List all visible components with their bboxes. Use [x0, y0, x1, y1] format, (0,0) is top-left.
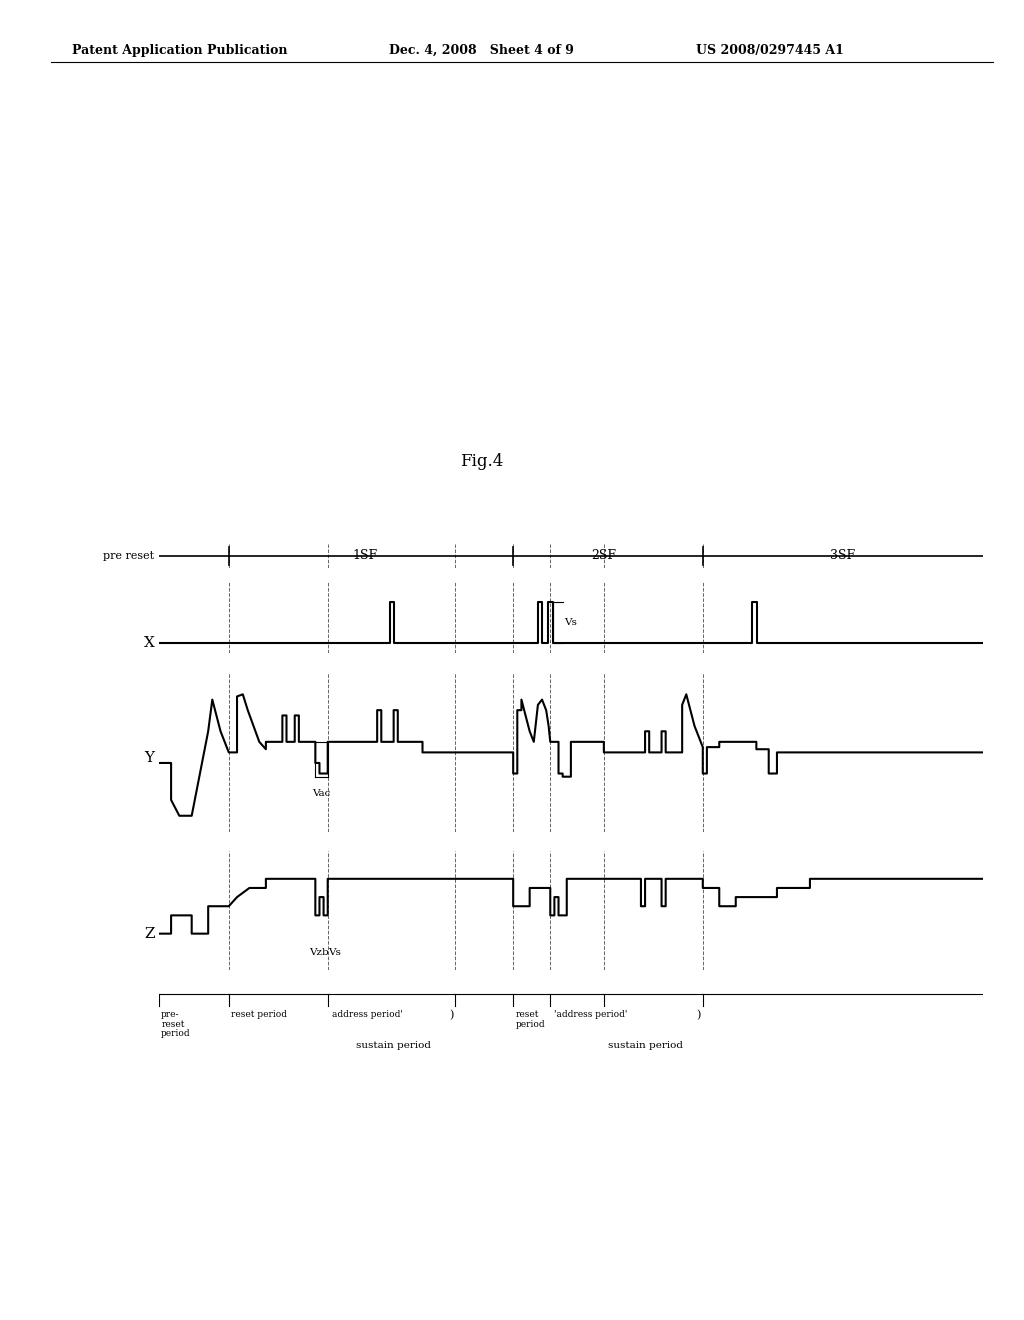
Text: Vzb: Vzb: [309, 948, 330, 957]
Text: sustain period: sustain period: [607, 1040, 683, 1049]
Text: reset
period: reset period: [516, 1010, 545, 1028]
Text: 2SF: 2SF: [591, 549, 616, 562]
Text: Vs: Vs: [564, 618, 578, 627]
Text: reset period: reset period: [231, 1010, 288, 1019]
Text: Dec. 4, 2008   Sheet 4 of 9: Dec. 4, 2008 Sheet 4 of 9: [389, 44, 574, 57]
Text: Z: Z: [144, 927, 155, 941]
Text: address period': address period': [332, 1010, 402, 1019]
Text: Fig.4: Fig.4: [460, 454, 503, 470]
Text: 'address period': 'address period': [554, 1010, 628, 1019]
Text: ): ): [450, 1010, 454, 1020]
Text: Vs: Vs: [328, 948, 341, 957]
Text: sustain period: sustain period: [356, 1040, 431, 1049]
Text: Y: Y: [144, 751, 155, 764]
Text: X: X: [143, 636, 155, 649]
Text: 1SF: 1SF: [352, 549, 378, 562]
Text: Patent Application Publication: Patent Application Publication: [72, 44, 287, 57]
Text: ): ): [696, 1010, 700, 1020]
Text: Vac: Vac: [312, 789, 331, 799]
Text: 3SF: 3SF: [830, 549, 855, 562]
Text: pre-
reset
period: pre- reset period: [161, 1010, 190, 1039]
Text: US 2008/0297445 A1: US 2008/0297445 A1: [696, 44, 844, 57]
Text: pre reset: pre reset: [103, 550, 155, 561]
